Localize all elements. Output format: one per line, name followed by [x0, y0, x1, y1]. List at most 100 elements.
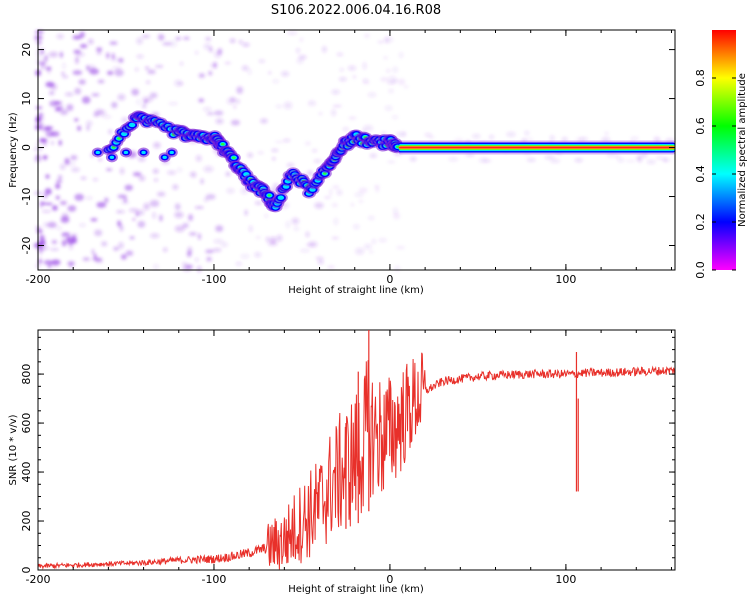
noise-blob — [630, 137, 639, 140]
ridge-core-cyan — [162, 155, 167, 159]
noise-blob — [90, 218, 98, 222]
y-tick-label: 200 — [20, 511, 33, 532]
noise-blob — [203, 43, 212, 50]
noise-blob — [35, 122, 44, 129]
noise-blob — [147, 69, 156, 75]
noise-blob — [74, 118, 79, 122]
y-tick-label: -10 — [20, 188, 33, 206]
noise-blob — [43, 222, 49, 228]
noise-blob — [43, 259, 54, 266]
noise-blob — [39, 239, 46, 246]
noise-blob — [136, 37, 143, 45]
noise-blob — [206, 256, 212, 262]
noise-blob — [39, 234, 45, 241]
noise-blob — [116, 210, 123, 214]
noise-blob — [197, 233, 202, 240]
noise-blob — [67, 239, 74, 247]
noise-blob — [58, 139, 62, 146]
noise-blob — [220, 242, 228, 248]
noise-blob — [59, 109, 69, 116]
noise-blob — [315, 256, 324, 260]
noise-blob — [45, 174, 50, 179]
noise-blob — [85, 196, 93, 200]
noise-blob — [396, 246, 406, 250]
noise-blob — [380, 77, 389, 82]
noise-blob — [324, 196, 331, 199]
x-tick-label: 100 — [555, 573, 576, 586]
noise-blob — [96, 201, 107, 208]
noise-blob — [59, 51, 64, 58]
noise-blob — [332, 185, 340, 190]
noise-blob — [639, 153, 648, 158]
noise-blob — [369, 250, 374, 254]
noise-blob — [177, 167, 183, 173]
noise-blob — [97, 79, 105, 84]
noise-blob — [50, 248, 59, 251]
noise-blob — [299, 37, 304, 43]
noise-blob — [54, 106, 61, 112]
x-tick-label: 0 — [386, 573, 393, 586]
noise-blob — [71, 167, 80, 173]
noise-blob — [35, 58, 43, 63]
noise-blob — [265, 236, 270, 243]
noise-blob — [69, 246, 73, 250]
noise-blob — [81, 96, 91, 104]
ridge-band-layer — [398, 146, 675, 149]
noise-blob — [40, 245, 50, 251]
noise-blob — [91, 93, 100, 97]
x-tick-label: -100 — [201, 273, 226, 286]
noise-blob — [94, 229, 103, 237]
noise-blob — [604, 131, 609, 136]
y-tick-label: 0 — [20, 567, 33, 574]
colorbar-tick-label: 0.2 — [694, 213, 707, 231]
noise-blob — [141, 34, 150, 39]
noise-blob — [159, 214, 163, 222]
noise-blob — [108, 129, 113, 134]
noise-blob — [276, 234, 283, 242]
noise-blob — [62, 75, 69, 79]
noise-blob — [272, 79, 280, 84]
noise-blob — [236, 86, 244, 94]
noise-blob — [363, 125, 374, 132]
noise-blob — [47, 221, 57, 228]
noise-blob — [342, 127, 349, 131]
noise-blob — [214, 110, 224, 116]
noise-blob — [369, 153, 377, 158]
noise-blob — [654, 137, 661, 144]
noise-blob — [296, 58, 304, 64]
noise-blob — [195, 50, 199, 55]
noise-blob — [399, 52, 404, 58]
noise-blob — [85, 65, 90, 71]
noise-blob — [331, 109, 337, 117]
noise-blob — [79, 31, 85, 38]
ridge-core-cyan — [169, 150, 174, 155]
noise-blob — [72, 35, 82, 40]
noise-blob — [37, 112, 44, 118]
colorbar-tick-label: 0.6 — [694, 117, 707, 135]
noise-blob — [213, 239, 224, 244]
noise-blob — [364, 243, 372, 250]
noise-blob — [85, 120, 93, 127]
noise-blob — [271, 148, 279, 152]
noise-blob — [313, 159, 322, 163]
noise-blob — [67, 261, 75, 266]
noise-blob — [111, 52, 115, 60]
colorbar-label: Normalized spectral amplitude — [737, 73, 748, 227]
noise-blob — [428, 135, 435, 139]
noise-blob — [55, 195, 60, 200]
noise-blob — [205, 249, 214, 254]
noise-blob — [169, 40, 177, 48]
noise-blob — [145, 80, 151, 84]
noise-blob — [225, 171, 231, 177]
noise-blob — [74, 87, 82, 95]
noise-blob — [96, 47, 103, 52]
noise-blob — [247, 152, 254, 158]
noise-blob — [254, 252, 262, 258]
noise-blob — [617, 157, 625, 163]
noise-blob — [156, 191, 166, 197]
noise-blob — [662, 157, 668, 162]
noise-blob — [62, 62, 66, 70]
noise-blob — [49, 100, 59, 107]
noise-blob — [80, 176, 87, 180]
colorbar-tick-label: 0.4 — [694, 165, 707, 183]
